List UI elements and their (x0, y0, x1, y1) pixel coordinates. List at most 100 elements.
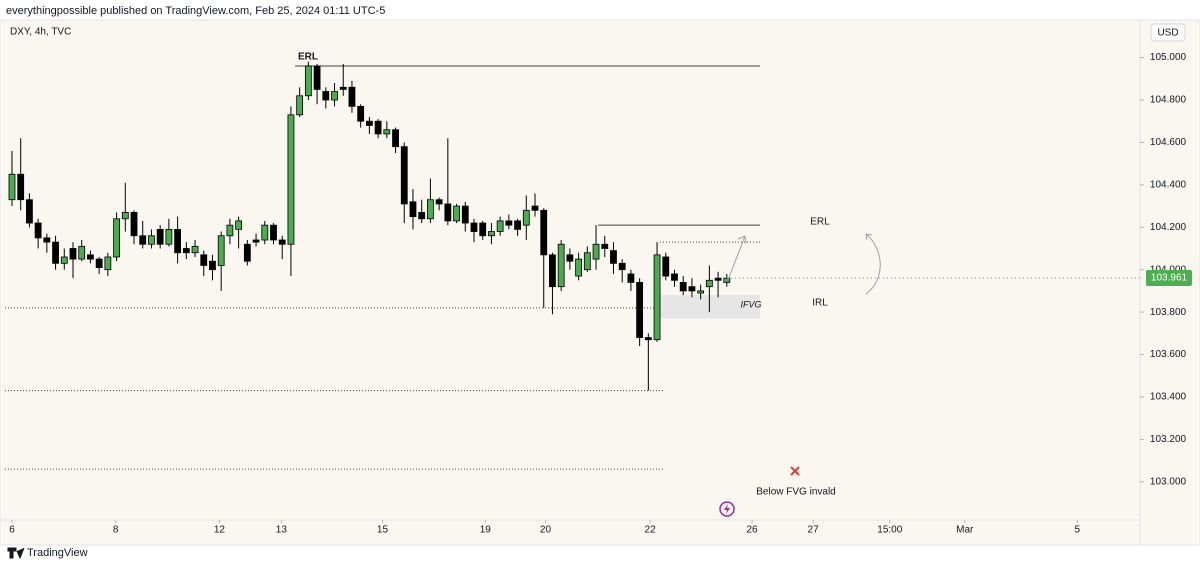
candle-body (217, 235, 225, 266)
candle-body (566, 254, 574, 262)
candle-body (392, 129, 399, 148)
candle-body (627, 273, 635, 283)
x-tick-label: 15 (377, 525, 389, 536)
cross-icon (790, 466, 800, 476)
candle-body (531, 205, 539, 211)
candle-body (296, 95, 304, 116)
candle-body (235, 220, 243, 230)
candle-body (191, 245, 199, 254)
arrow-up (727, 235, 747, 281)
candle-body (270, 224, 277, 241)
y-tick-label: 103.400 (1150, 392, 1187, 403)
candle-body (601, 243, 609, 249)
candle-body (470, 222, 478, 232)
candle-body (226, 224, 234, 237)
candle-body (479, 222, 487, 237)
annotation: IRL (812, 298, 828, 309)
candle-body (618, 262, 626, 271)
candle-body (644, 337, 652, 341)
y-tick-label: 104.200 (1150, 222, 1187, 233)
annotation: ERL (298, 52, 318, 63)
candle-body (278, 239, 286, 245)
candle-body (304, 65, 312, 97)
candle-body (365, 120, 373, 126)
y-tick-label: 103.000 (1150, 476, 1187, 487)
x-tick-label: 19 (480, 525, 492, 536)
candle-body (331, 91, 338, 101)
y-tick-label: 104.400 (1150, 179, 1187, 190)
candle-body (697, 290, 705, 294)
candle-body (374, 120, 382, 135)
candle-body (662, 256, 670, 277)
x-tick-label: 20 (540, 525, 552, 536)
y-tick-label: 104.000 (1150, 264, 1187, 275)
candle-body (252, 239, 260, 243)
x-tick-label: Mar (956, 525, 974, 536)
candle-body (139, 235, 147, 245)
candle-body (636, 282, 644, 338)
brand-logo (7, 547, 25, 560)
candle-body (261, 224, 269, 241)
candle-body (69, 248, 77, 260)
candle-body (156, 228, 164, 245)
event-icon[interactable] (719, 501, 735, 517)
candle-body (148, 235, 155, 245)
candle-body (679, 282, 687, 292)
candle-body (610, 250, 617, 264)
candle-body (52, 241, 59, 264)
candle-body (104, 256, 112, 271)
candle-body (488, 231, 495, 237)
candle-body (723, 277, 731, 283)
candle-body (165, 228, 173, 245)
candle-body (209, 260, 216, 271)
plot: 103.000 103.200 103.400 103.600 103.800 104.0… (5, 52, 1187, 536)
annotation: Below FVG invald (756, 487, 835, 498)
candle-body (409, 201, 417, 218)
last-price: 103.961 (1151, 273, 1188, 284)
candle-body (113, 218, 120, 258)
candle-body (549, 254, 556, 288)
candle-body (714, 277, 722, 281)
candle-body (78, 245, 86, 260)
brand: TradingView (27, 547, 88, 559)
x-tick-label: 5 (1074, 525, 1080, 536)
candle-body (8, 173, 16, 201)
candle-body (557, 243, 565, 288)
candle-body (174, 228, 182, 254)
candle-body (348, 86, 356, 107)
last-price-box (1146, 269, 1192, 286)
candle-body (688, 286, 696, 292)
candle-body (322, 91, 330, 101)
candle-body (383, 129, 391, 135)
ifvg-zone (655, 295, 760, 319)
currency[interactable]: USD (1157, 28, 1178, 39)
candle-body (453, 205, 460, 222)
y-tick-label: 103.800 (1150, 307, 1187, 318)
candle-body (87, 254, 94, 260)
annotation: IFVG (740, 299, 761, 309)
candle-body (17, 173, 25, 201)
candle-body (671, 273, 678, 281)
currency-box[interactable] (1150, 23, 1186, 42)
candle-body (357, 105, 365, 122)
y-tick-label: 105.000 (1150, 52, 1187, 63)
candle-body (592, 243, 600, 260)
candle-body (427, 199, 434, 220)
event-bolt (724, 504, 730, 514)
candle-body (43, 237, 51, 243)
published-line: everythingpossible published on TradingV… (6, 5, 385, 17)
candle-body (540, 209, 548, 256)
candle-body (653, 254, 661, 341)
curved-arrow (865, 233, 881, 295)
x-tick-label: 15:00 (877, 525, 902, 536)
candle-body (339, 86, 347, 90)
annotation: ERL (810, 217, 830, 228)
candle-body (435, 199, 443, 205)
candle-body (705, 279, 713, 288)
candle-body (34, 222, 42, 239)
y-tick-label: 103.600 (1150, 349, 1187, 360)
candle-body (496, 220, 504, 232)
candle-body (505, 220, 513, 226)
